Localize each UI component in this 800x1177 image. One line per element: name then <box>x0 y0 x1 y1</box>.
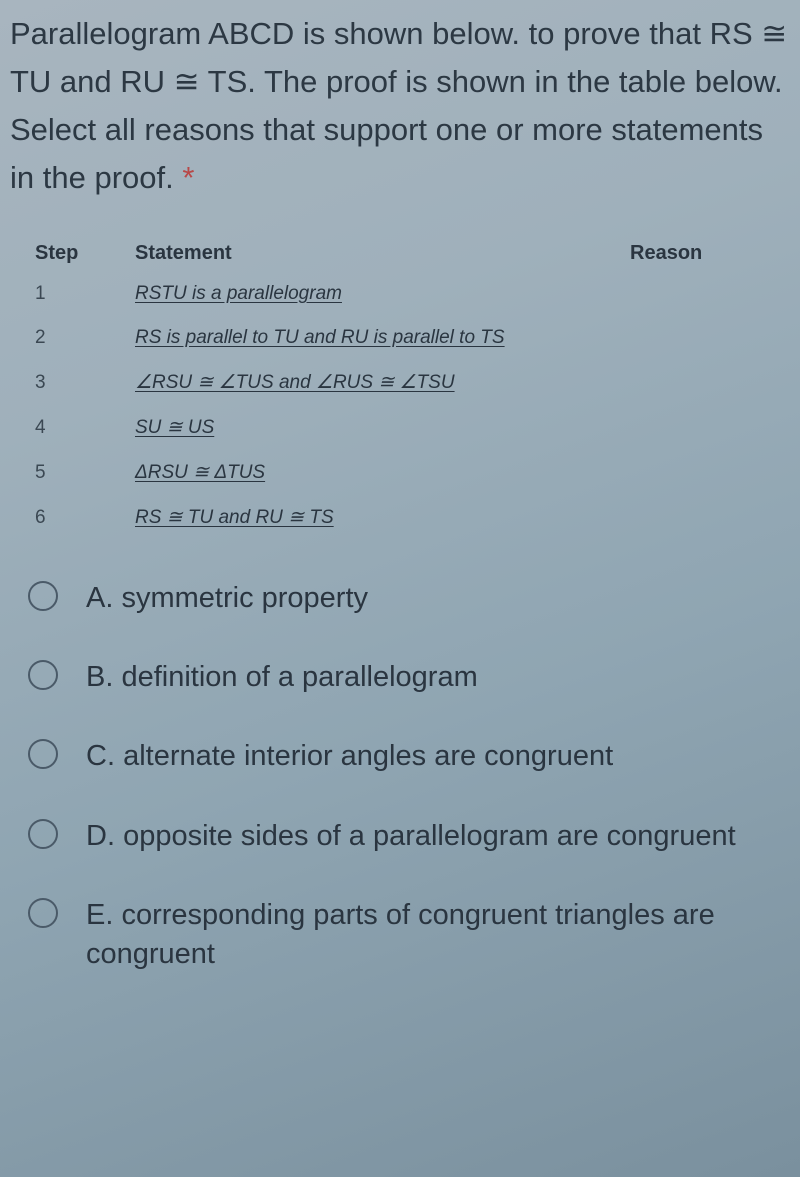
row-statement: RSTU is a parallelogram <box>135 283 790 305</box>
option-label: alternate interior angles are congruent <box>123 740 613 772</box>
question-body: Parallelogram ABCD is shown below. to pr… <box>10 16 787 195</box>
row-statement: ΔRSU ≅ ΔTUS <box>135 461 790 484</box>
option-c[interactable]: C. alternate interior angles are congrue… <box>28 737 790 776</box>
row-step: 3 <box>35 372 135 394</box>
option-a[interactable]: A. symmetric property <box>28 579 790 618</box>
option-label: definition of a parallelogram <box>121 661 477 693</box>
option-label: symmetric property <box>121 582 368 614</box>
option-label: opposite sides of a parallelogram are co… <box>123 820 736 852</box>
row-step: 5 <box>35 462 135 484</box>
header-reason: Reason <box>630 242 790 265</box>
option-letter: C. <box>86 740 115 772</box>
option-d[interactable]: D. opposite sides of a parallelogram are… <box>28 817 790 856</box>
radio-icon[interactable] <box>28 660 58 690</box>
radio-icon[interactable] <box>28 739 58 769</box>
question-text: Parallelogram ABCD is shown below. to pr… <box>10 10 790 202</box>
row-statement: SU ≅ US <box>135 416 790 439</box>
row-statement: RS is parallel to TU and RU is parallel … <box>135 327 790 349</box>
option-letter: B. <box>86 661 113 693</box>
row-statement: ∠RSU ≅ ∠TUS and ∠RUS ≅ ∠TSU <box>135 371 790 394</box>
table-row: 1 RSTU is a parallelogram <box>35 283 790 305</box>
radio-icon[interactable] <box>28 819 58 849</box>
radio-icon[interactable] <box>28 581 58 611</box>
row-step: 4 <box>35 417 135 439</box>
option-e[interactable]: E. corresponding parts of congruent tria… <box>28 896 790 974</box>
table-row: 5 ΔRSU ≅ ΔTUS <box>35 461 790 484</box>
option-text: A. symmetric property <box>86 579 368 618</box>
row-step: 2 <box>35 327 135 349</box>
option-letter: E. <box>86 899 113 931</box>
header-statement: Statement <box>135 242 630 265</box>
radio-icon[interactable] <box>28 898 58 928</box>
table-row: 4 SU ≅ US <box>35 416 790 439</box>
option-text: D. opposite sides of a parallelogram are… <box>86 817 736 856</box>
option-label: corresponding parts of congruent triangl… <box>86 899 715 970</box>
row-statement: RS ≅ TU and RU ≅ TS <box>135 506 790 529</box>
required-marker: * <box>182 160 194 195</box>
table-row: 2 RS is parallel to TU and RU is paralle… <box>35 327 790 349</box>
option-text: B. definition of a parallelogram <box>86 658 478 697</box>
table-row: 3 ∠RSU ≅ ∠TUS and ∠RUS ≅ ∠TSU <box>35 371 790 394</box>
proof-table: Step Statement Reason 1 RSTU is a parall… <box>10 242 790 529</box>
option-letter: A. <box>86 582 113 614</box>
options-list: A. symmetric property B. definition of a… <box>10 579 790 974</box>
proof-header-row: Step Statement Reason <box>35 242 790 265</box>
option-letter: D. <box>86 820 115 852</box>
option-b[interactable]: B. definition of a parallelogram <box>28 658 790 697</box>
header-step: Step <box>35 242 135 265</box>
table-row: 6 RS ≅ TU and RU ≅ TS <box>35 506 790 529</box>
option-text: E. corresponding parts of congruent tria… <box>86 896 790 974</box>
option-text: C. alternate interior angles are congrue… <box>86 737 613 776</box>
row-step: 6 <box>35 507 135 529</box>
row-step: 1 <box>35 283 135 305</box>
